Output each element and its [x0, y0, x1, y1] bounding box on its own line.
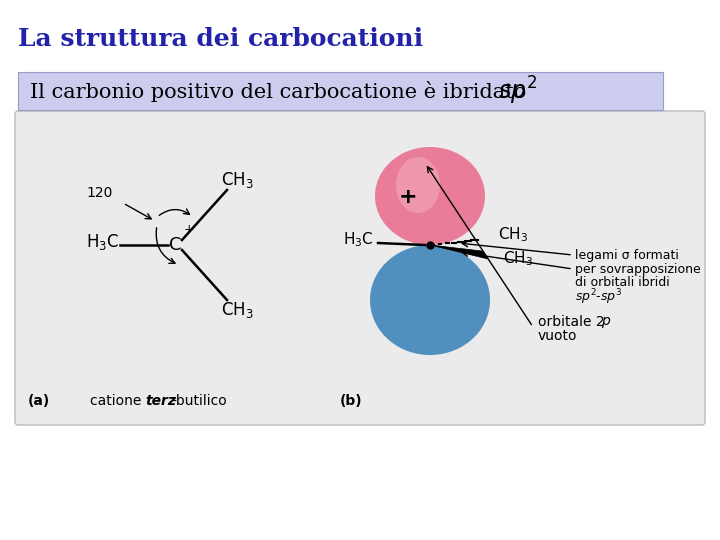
Text: catione: catione	[90, 394, 145, 408]
Text: $\mathrm{CH_3}$: $\mathrm{CH_3}$	[503, 249, 533, 268]
Polygon shape	[396, 157, 440, 213]
Text: $\mathrm{CH_3}$: $\mathrm{CH_3}$	[220, 300, 253, 320]
Text: $sp^2$-$sp^3$: $sp^2$-$sp^3$	[575, 287, 622, 307]
Text: orbitale 2: orbitale 2	[538, 315, 605, 329]
Text: $\mathrm{CH_3}$: $\mathrm{CH_3}$	[220, 170, 253, 190]
Text: (b): (b)	[340, 394, 363, 408]
Text: $p$: $p$	[601, 314, 611, 329]
Polygon shape	[375, 147, 485, 245]
Text: terz: terz	[145, 394, 176, 408]
Text: di orbitali ibridi: di orbitali ibridi	[575, 276, 670, 289]
FancyBboxPatch shape	[18, 72, 663, 110]
Text: $\mathrm{H_3C}$: $\mathrm{H_3C}$	[86, 232, 120, 252]
Text: per sovrapposizione: per sovrapposizione	[575, 262, 701, 275]
Text: $\mathrm{CH_3}$: $\mathrm{CH_3}$	[498, 226, 528, 244]
Polygon shape	[430, 245, 488, 259]
FancyBboxPatch shape	[15, 111, 705, 425]
Text: +: +	[184, 223, 194, 236]
Text: vuoto: vuoto	[538, 329, 577, 343]
Text: $\mathit{sp}^2$: $\mathit{sp}^2$	[498, 75, 537, 107]
Text: legami σ formati: legami σ formati	[575, 248, 679, 261]
Text: $\mathrm{H_3C}$: $\mathrm{H_3C}$	[343, 231, 374, 249]
Text: (a): (a)	[28, 394, 50, 408]
Text: 120: 120	[87, 186, 113, 200]
Text: +: +	[399, 187, 418, 207]
Text: -butilico: -butilico	[171, 394, 227, 408]
Polygon shape	[370, 245, 490, 355]
Text: Il carbonio positivo del carbocatione è ibridato: Il carbonio positivo del carbocatione è …	[30, 80, 533, 102]
Text: La struttura dei carbocationi: La struttura dei carbocationi	[18, 27, 423, 51]
Text: $\mathrm{C}$: $\mathrm{C}$	[168, 236, 181, 254]
